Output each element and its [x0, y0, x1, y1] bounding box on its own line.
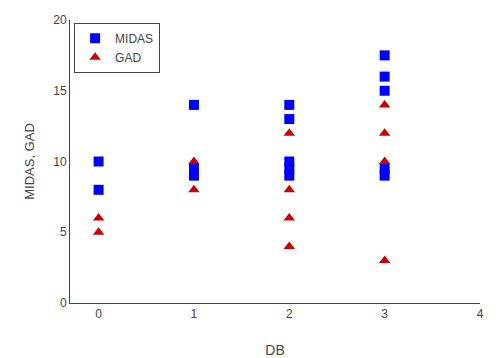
svg-text:MIDAS: MIDAS	[115, 32, 153, 46]
svg-text:10: 10	[53, 155, 67, 169]
svg-text:5: 5	[60, 225, 67, 239]
svg-text:15: 15	[53, 84, 67, 98]
svg-text:0: 0	[95, 307, 102, 321]
svg-text:MIDAS, GAD: MIDAS, GAD	[22, 123, 37, 200]
svg-text:DB: DB	[265, 342, 284, 358]
svg-text:2: 2	[286, 307, 293, 321]
svg-text:0: 0	[60, 296, 67, 310]
svg-text:20: 20	[53, 13, 67, 27]
svg-text:4: 4	[477, 307, 484, 321]
svg-text:GAD: GAD	[115, 51, 141, 65]
svg-text:3: 3	[381, 307, 388, 321]
svg-text:1: 1	[191, 307, 198, 321]
